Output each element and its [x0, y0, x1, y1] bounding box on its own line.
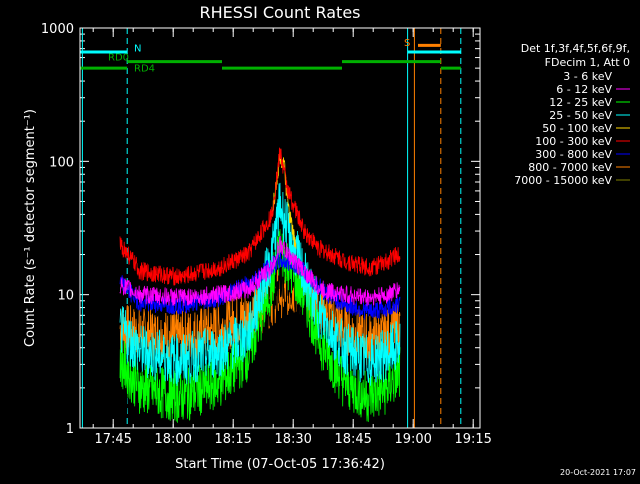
series-line — [119, 236, 401, 307]
x-tick-label: 18:45 — [334, 432, 371, 447]
legend-label: 50 - 100 keV — [542, 122, 612, 135]
legend-header-line2: FDecim 1, Att 0 — [545, 56, 630, 69]
x-tick-label: 19:00 — [394, 432, 431, 447]
x-tick-label: 18:15 — [214, 432, 251, 447]
series-line — [119, 147, 401, 286]
legend-label: 800 - 7000 keV — [528, 161, 612, 174]
y-axis-label: Count Rate (s⁻¹ detector segment⁻¹) — [23, 109, 38, 347]
y-tick-label: 1 — [66, 422, 74, 437]
x-tick-label: 19:15 — [454, 432, 491, 447]
timestamp: 20-Oct-2021 17:07 — [560, 468, 636, 477]
legend-label: 3 - 6 keV — [563, 70, 612, 83]
legend-label: 25 - 50 keV — [549, 109, 612, 122]
annotations-layer: N RD0 RD4 S — [80, 38, 461, 75]
axis-ticks: 17:45 18:00 18:15 18:30 18:45 19:00 19:15 1 10 10… — [41, 22, 492, 447]
annotation-label: S — [404, 38, 410, 49]
x-axis-label: Start Time (07-Oct-05 17:36:42) — [175, 457, 385, 472]
y-tick-label: 10 — [57, 289, 74, 304]
series-line — [119, 229, 401, 423]
annotation-label: RD4 — [134, 64, 155, 75]
x-tick-label: 17:45 — [94, 432, 131, 447]
annotation-label: N — [134, 44, 141, 55]
legend: Det 1f,3f,4f,5f,6f,9f, FDecim 1, Att 0 3… — [514, 42, 630, 187]
legend-label: 12 - 25 keV — [549, 96, 612, 109]
plot-frame — [79, 27, 481, 429]
legend-header-line1: Det 1f,3f,4f,5f,6f,9f, — [521, 42, 630, 55]
y-tick-label: 1000 — [41, 22, 74, 37]
legend-label: 300 - 800 keV — [535, 148, 612, 161]
series-layer — [119, 147, 401, 424]
legend-label: 7000 - 15000 keV — [514, 174, 612, 187]
legend-label: 100 - 300 keV — [535, 135, 612, 148]
y-tick-label: 100 — [49, 155, 74, 170]
annotation-label: RD0 — [108, 53, 129, 64]
x-tick-label: 18:00 — [154, 432, 191, 447]
x-tick-label: 18:30 — [274, 432, 311, 447]
legend-label: 6 - 12 keV — [556, 83, 612, 96]
chart-title: RHESSI Count Rates — [200, 3, 361, 22]
series-line — [119, 182, 401, 387]
